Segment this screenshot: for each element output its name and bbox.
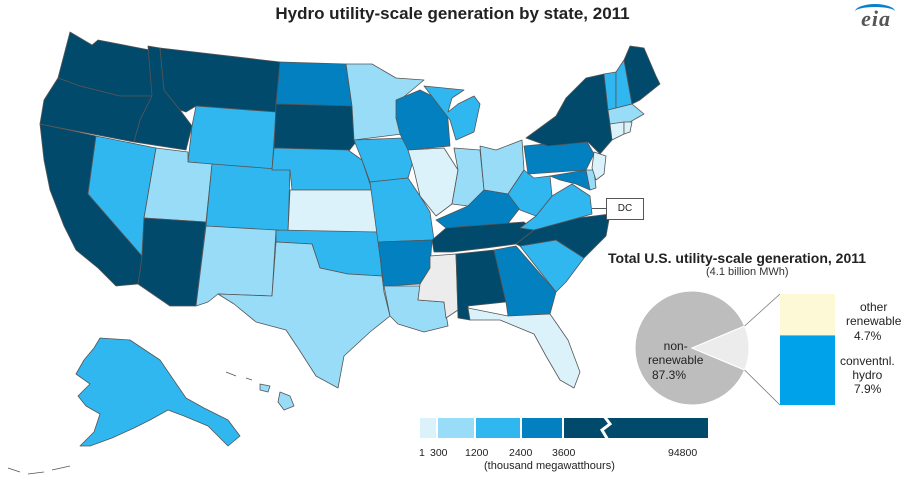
- bar-label-other-name: other renewable: [846, 300, 902, 328]
- state-massachusetts: [607, 103, 645, 125]
- legend-break-mark: [600, 415, 613, 441]
- pie-chart: [634, 290, 835, 406]
- legend-swatch-1: [420, 418, 436, 438]
- legend-swatch-2: [438, 418, 474, 438]
- state-rhode-island: [623, 121, 633, 135]
- state-colorado: [205, 163, 291, 233]
- state-new-york: [525, 73, 613, 155]
- legend-tick-3600: 3600: [552, 447, 576, 459]
- state-wyoming: [187, 105, 277, 171]
- state-new-jersey: [591, 151, 607, 181]
- dc-leader-line: [592, 208, 606, 209]
- state-arizona: [137, 217, 207, 307]
- page-title: Hydro utility-scale generation by state,…: [275, 4, 630, 23]
- bar-label-other-value: 4.7%: [854, 329, 882, 343]
- pie-slice-renewable-wedge: [690, 325, 750, 371]
- aleutian-islands: [7, 465, 71, 475]
- bar-label-hydro-value: 7.9%: [854, 382, 882, 396]
- state-connecticut: [609, 121, 625, 141]
- pie-label-nonrenewable-name: non- renewable: [648, 339, 704, 367]
- legend-unit: (thousand megawatthours): [484, 460, 615, 472]
- state-michigan: [423, 85, 481, 141]
- state-west-virginia: [507, 169, 553, 217]
- state-south-dakota: [273, 103, 357, 153]
- bar-label-hydro-name: conventnl. hydro: [840, 354, 895, 382]
- legend-tick-1: 1: [419, 447, 425, 459]
- legend-swatch-5: [564, 418, 708, 438]
- state-kansas: [287, 189, 379, 233]
- pie-title: Total U.S. utility-scale generation, 201…: [608, 250, 867, 266]
- state-hawaii-island-3: [225, 371, 253, 381]
- state-missouri: [369, 177, 435, 243]
- state-illinois: [407, 147, 459, 217]
- state-alaska: [75, 337, 241, 447]
- pie-slice-nonrenewable: [634, 290, 746, 406]
- state-north-dakota: [275, 61, 353, 107]
- legend-swatch-4: [522, 418, 562, 438]
- stacked-bar-conventional-hydro: [780, 335, 835, 405]
- state-new-mexico: [195, 225, 277, 307]
- pie-subtitle: (4.1 billion MWh): [706, 266, 789, 278]
- state-hawaii: [277, 391, 295, 411]
- legend-tick-94800: 94800: [668, 447, 698, 459]
- legend-swatch-3: [476, 418, 520, 438]
- state-texas: [217, 241, 391, 389]
- state-florida: [467, 307, 581, 389]
- state-hawaii-island-2: [259, 383, 271, 393]
- state-wisconsin: [395, 89, 451, 151]
- stacked-bar-other-renewable: [780, 294, 835, 336]
- pie-leader-line-top: [744, 293, 781, 327]
- pie-leader-line-bottom: [744, 369, 781, 406]
- legend-tick-1200: 1200: [465, 447, 489, 459]
- pie-label-nonrenewable-value: 87.3%: [652, 368, 687, 382]
- state-montana: [159, 47, 281, 113]
- legend-tick-2400: 2400: [509, 447, 533, 459]
- legend-tick-300: 300: [430, 447, 448, 459]
- state-maine: [623, 45, 661, 105]
- state-maryland: [549, 169, 591, 191]
- eia-logo: eia: [855, 4, 896, 32]
- dc-label-box: DC: [606, 198, 644, 220]
- state-delaware: [585, 169, 597, 191]
